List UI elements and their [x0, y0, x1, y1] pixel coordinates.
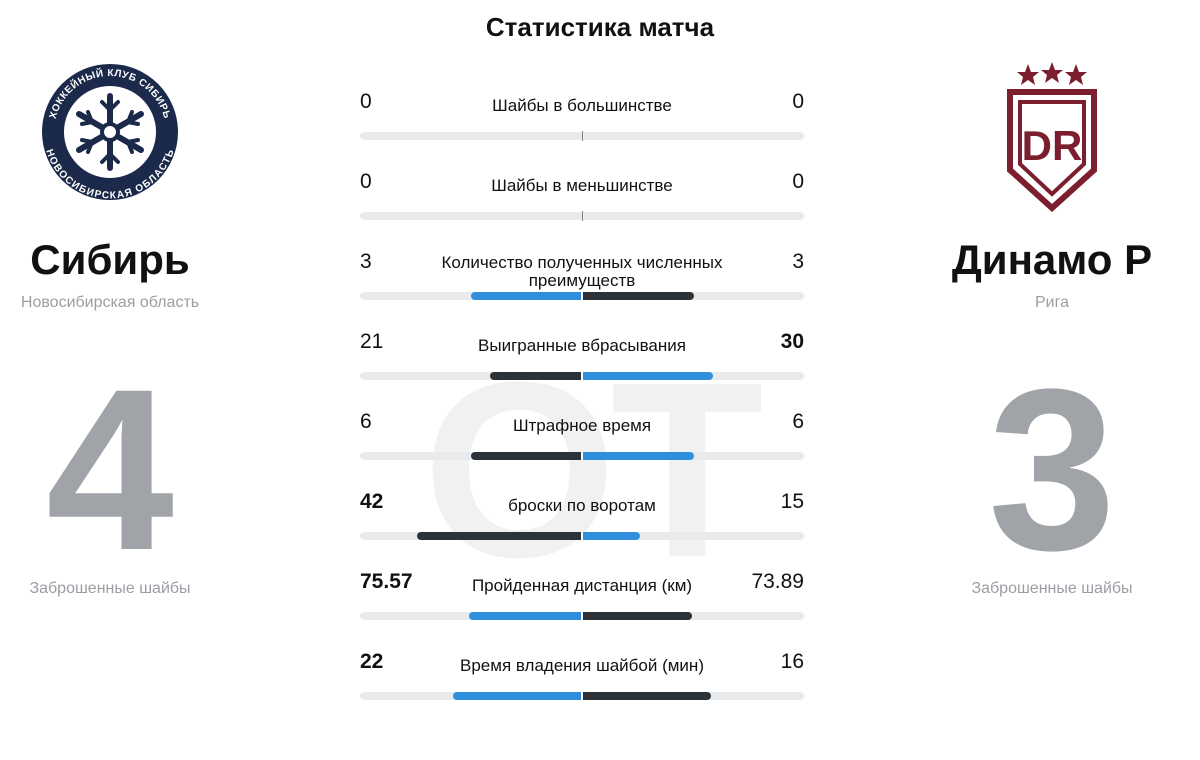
stat-bar-divider	[581, 371, 583, 381]
stat-bar-divider	[581, 691, 583, 701]
stat-away-value: 73.89	[751, 570, 804, 593]
sibir-snowflake-logo-icon: ХОККЕЙНЫЙ КЛУБ СИБИРЬ НОВОСИБИРСКАЯ ОБЛА…	[42, 64, 178, 202]
stat-bar-track	[360, 371, 804, 381]
stat-away-bar	[583, 292, 694, 300]
stat-away-value: 15	[780, 490, 804, 513]
stat-away-bar	[583, 452, 694, 460]
stat-row-distance-skated: 75.57 Пройденная дистанция (км) 73.89	[360, 566, 804, 646]
stat-away-value: 0	[792, 90, 804, 113]
stat-label: Выигранные вбрасывания	[478, 336, 686, 355]
stat-home-bar	[417, 532, 581, 540]
stat-home-value: 0	[360, 90, 372, 113]
stat-bar-track	[360, 291, 804, 301]
stat-label: броски по воротам	[508, 496, 656, 515]
stat-label: Штрафное время	[512, 416, 652, 435]
home-team-region: Новосибирская область	[20, 294, 200, 311]
overtime-watermark: OT	[422, 330, 763, 609]
stat-bar-track	[360, 531, 804, 541]
stat-bar-divider	[581, 531, 583, 541]
stat-away-value: 16	[780, 650, 804, 673]
stat-bar-divider	[581, 131, 583, 141]
stat-bar-track	[360, 451, 804, 461]
stat-label: Время владения шайбой (мин)	[460, 656, 704, 675]
stat-row-powerplay-goals: 0 Шайбы в большинстве 0	[360, 86, 804, 166]
stat-home-bar	[470, 452, 581, 460]
page-title: Статистика матча	[485, 12, 715, 42]
stat-bar-divider	[581, 291, 583, 301]
stat-bar-divider	[581, 611, 583, 621]
stat-away-bar	[583, 372, 714, 380]
stat-label: Пройденная дистанция (км)	[471, 576, 693, 595]
stat-label: Шайбы в большинстве	[492, 96, 672, 115]
stat-away-bar	[583, 612, 693, 620]
stat-row-faceoffs-won: 21 Выигранные вбрасывания 30	[360, 326, 804, 406]
stat-label: Шайбы в меньшинстве	[491, 176, 673, 195]
stat-bar-track	[360, 211, 804, 221]
stat-label: Количество полученных численных преимуще…	[441, 253, 723, 290]
stat-home-value: 75.57	[360, 570, 413, 593]
away-team-name: Динамо Р	[951, 236, 1153, 283]
stat-home-value: 6	[360, 410, 372, 433]
stat-away-bar	[583, 532, 641, 540]
stat-away-value: 30	[780, 330, 804, 353]
stat-home-bar	[469, 612, 581, 620]
stat-bar-track	[360, 611, 804, 621]
home-score-label: Заброшенные шайбы	[29, 580, 191, 597]
stat-bar-divider	[581, 211, 583, 221]
stat-row-shorthanded-goals: 0 Шайбы в меньшинстве 0	[360, 166, 804, 246]
stat-row-puck-possession: 22 Время владения шайбой (мин) 16	[360, 646, 804, 726]
away-score: 3	[988, 341, 1116, 598]
stat-away-bar	[583, 692, 712, 700]
away-score-label: Заброшенные шайбы	[971, 580, 1133, 597]
stat-home-value: 0	[360, 170, 372, 193]
stat-home-bar	[490, 372, 581, 380]
stat-away-value: 6	[792, 410, 804, 433]
away-team-region: Рига	[1035, 294, 1069, 311]
stat-bar-divider	[581, 451, 583, 461]
stat-home-value: 3	[360, 250, 372, 273]
logo-letters: DR	[1022, 122, 1083, 169]
stat-home-value: 42	[360, 490, 384, 513]
home-team-name: Сибирь	[30, 236, 190, 283]
stat-row-penalty-minutes: 6 Штрафное время 6	[360, 406, 804, 486]
stat-bar-track	[360, 131, 804, 141]
dinamo-riga-shield-logo-icon: DR	[1007, 62, 1097, 212]
home-score: 4	[46, 341, 174, 598]
stat-home-bar	[452, 692, 581, 700]
stat-home-value: 22	[360, 650, 384, 673]
stat-home-value: 21	[360, 330, 384, 353]
match-stats-list: 0 Шайбы в большинстве 0 0 Шайбы в меньши…	[360, 86, 804, 726]
stat-away-value: 0	[792, 170, 804, 193]
stat-row-shots-on-goal: 42 броски по воротам 15	[360, 486, 804, 566]
stat-bar-track	[360, 691, 804, 701]
stat-away-value: 3	[792, 250, 804, 273]
stat-home-bar	[470, 292, 581, 300]
stat-row-powerplays-received: 3 Количество полученных численных преиму…	[360, 246, 804, 326]
